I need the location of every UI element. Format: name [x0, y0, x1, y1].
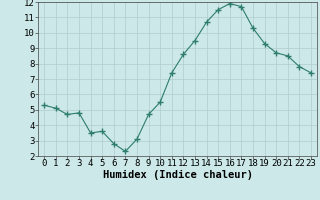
X-axis label: Humidex (Indice chaleur): Humidex (Indice chaleur) — [103, 170, 252, 180]
